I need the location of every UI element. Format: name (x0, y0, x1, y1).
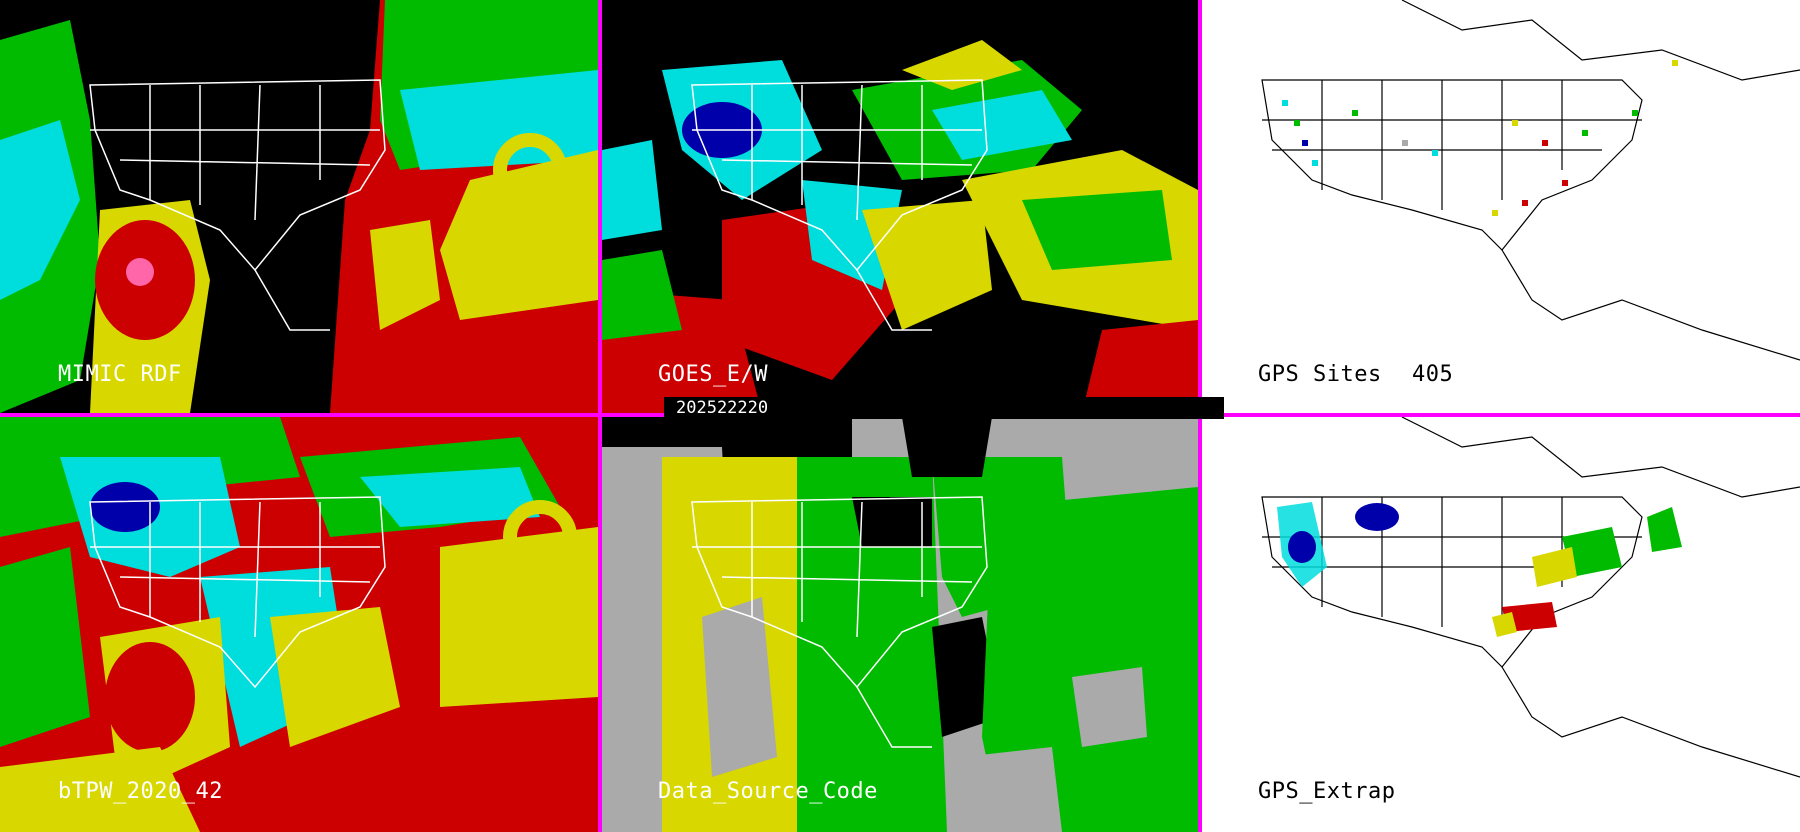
panel-label: GPS_Extrap (1258, 779, 1396, 804)
panel-data-source-code: Data_Source_Code (602, 417, 1198, 832)
gps-sites-map (1261, 0, 1800, 361)
panel-gps-extrap: GPS_Extrap (1202, 417, 1800, 832)
panel-btpw: bTPW_2020_42 (0, 417, 598, 832)
panel-label: GPS Sites (1258, 362, 1382, 387)
timestamp-bar (664, 397, 1224, 419)
panel-goes-ew: GOES_E/W (602, 0, 1198, 413)
timestamp: 202522220 (676, 398, 769, 418)
btpw-map (0, 417, 598, 832)
panel-label: GOES_E/W (658, 362, 768, 387)
panel-gps-sites: GPS Sites 405 (1202, 0, 1800, 413)
panel-label: MIMIC RDF (58, 362, 182, 387)
panel-label: Data_Source_Code (658, 779, 878, 804)
panel-mimic-rdf: MIMIC RDF (0, 0, 598, 413)
mimic-rdf-map (0, 0, 598, 413)
gps-extrap-map (1261, 417, 1800, 778)
panel-label: bTPW_2020_42 (58, 779, 223, 804)
gps-site-markers (1282, 60, 1678, 216)
data-source-code-map (602, 417, 1198, 832)
goes-ew-map (602, 40, 1198, 413)
gps-site-count: 405 (1412, 362, 1454, 387)
